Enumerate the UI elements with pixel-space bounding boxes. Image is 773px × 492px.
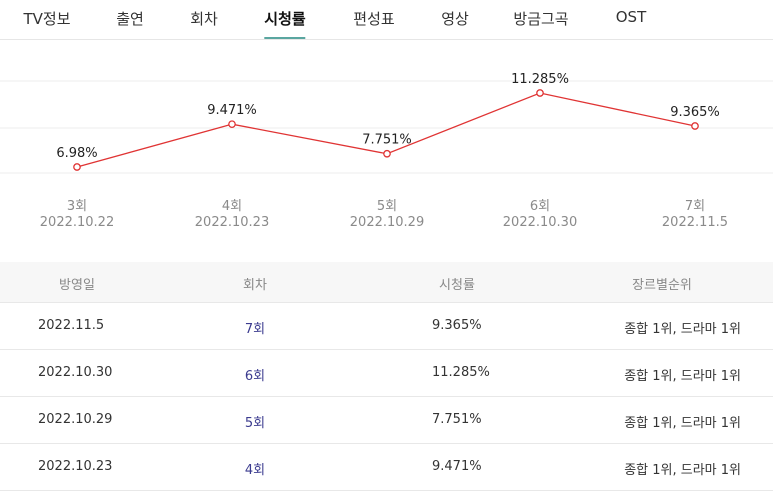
x-tick-episode: 4회 (221, 199, 243, 214)
data-point[interactable] (383, 149, 391, 158)
x-tick-date: 2022.10.30 (502, 215, 578, 230)
data-label: 9.471% (207, 103, 257, 118)
row-rating: 9.471% (432, 459, 482, 474)
data-point[interactable] (73, 163, 81, 171)
row-genre-rank: 종합 1위, 드라마 1위 (624, 416, 741, 431)
ratings-line-chart: 6.98% 9.471% 7.751% 11.285% 9.365% (0, 72, 773, 174)
table-row: 2022.10.23 4회 9.471% 종합 1위, 드라마 1위 (0, 444, 773, 491)
tab-schedule[interactable]: 편성표 (353, 10, 395, 28)
row-episode-link[interactable]: 4회 (244, 463, 266, 478)
ratings-chart: 6.98% 9.471% 7.751% 11.285% 9.365% 3회 2022.10… (0, 40, 773, 262)
row-genre-rank: 종합 1위, 드라마 1위 (624, 463, 741, 478)
row-air-date: 2022.10.29 (38, 412, 113, 427)
table-row: 2022.10.30 6회 11.285% 종합 1위, 드라마 1위 (0, 350, 773, 397)
header-genre-rank: 장르별순위 (632, 278, 692, 293)
x-tick-date: 2022.10.29 (349, 215, 425, 230)
data-point[interactable] (691, 122, 699, 130)
row-genre-rank: 종합 1위, 드라마 1위 (624, 322, 741, 337)
tab-tv-info[interactable]: TV정보 (23, 10, 71, 28)
x-tick-date: 2022.10.22 (39, 215, 115, 230)
tab-video[interactable]: 영상 (441, 10, 469, 28)
ratings-table: 방영일 회차 시청률 장르별순위 2022.11.5 7회 9.365% 종합 … (0, 262, 773, 491)
tab-bar: TV정보 출연 회차 시청률 편성표 영상 방금그곡 OST (0, 0, 773, 40)
header-air-date: 방영일 (59, 278, 95, 293)
data-label: 11.285% (511, 72, 569, 87)
x-tick-label: 3회 2022.10.22 (40, 199, 114, 231)
tab-cast[interactable]: 출연 (116, 10, 144, 28)
data-label: 9.365% (670, 105, 720, 120)
data-label: 7.751% (362, 133, 412, 148)
data-point[interactable] (536, 89, 544, 97)
table-row: 2022.11.5 7회 9.365% 종합 1위, 드라마 1위 (0, 303, 773, 350)
row-episode-link[interactable]: 5회 (244, 416, 266, 431)
x-tick-label: 7회 2022.11.5 (662, 199, 728, 231)
x-tick-label: 6회 2022.10.30 (503, 199, 577, 231)
x-tick-label: 4회 2022.10.23 (195, 199, 269, 231)
header-rating: 시청률 (439, 278, 475, 293)
row-rating: 9.365% (432, 318, 482, 333)
row-episode-link[interactable]: 6회 (244, 369, 266, 384)
tab-song[interactable]: 방금그곡 (513, 10, 569, 28)
row-genre-rank: 종합 1위, 드라마 1위 (624, 369, 741, 384)
row-air-date: 2022.10.23 (38, 459, 113, 474)
tab-episodes[interactable]: 회차 (190, 10, 218, 28)
row-rating: 11.285% (432, 365, 490, 380)
x-tick-label: 5회 2022.10.29 (350, 199, 424, 231)
x-tick-date: 2022.11.5 (661, 215, 729, 230)
x-tick-episode: 5회 (376, 199, 398, 214)
x-tick-date: 2022.10.23 (194, 215, 270, 230)
data-point[interactable] (228, 120, 236, 129)
header-episode: 회차 (243, 278, 267, 293)
table-row: 2022.10.29 5회 7.751% 종합 1위, 드라마 1위 (0, 397, 773, 444)
x-tick-episode: 3회 (66, 199, 88, 214)
x-tick-episode: 6회 (529, 199, 551, 214)
tab-ost[interactable]: OST (615, 8, 647, 26)
row-rating: 7.751% (432, 412, 482, 427)
row-episode-link[interactable]: 7회 (244, 322, 266, 337)
x-tick-episode: 7회 (684, 199, 706, 214)
table-header: 방영일 회차 시청률 장르별순위 (0, 262, 773, 303)
row-air-date: 2022.10.30 (38, 365, 113, 380)
tab-ratings[interactable]: 시청률 (264, 8, 307, 39)
row-air-date: 2022.11.5 (38, 318, 105, 333)
data-label: 6.98% (56, 146, 97, 161)
